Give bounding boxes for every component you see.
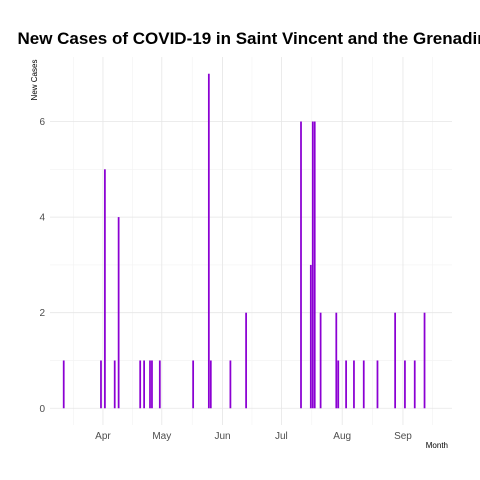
x-tick-label: May bbox=[152, 431, 171, 442]
bar bbox=[158, 360, 161, 409]
grid bbox=[50, 57, 452, 425]
x-tick-label: Jul bbox=[275, 431, 288, 442]
bar bbox=[139, 360, 142, 409]
x-tick-label: Sep bbox=[394, 431, 412, 442]
bar bbox=[319, 312, 322, 409]
bar bbox=[313, 121, 316, 409]
bar bbox=[151, 360, 153, 409]
bar bbox=[353, 360, 355, 409]
bar bbox=[345, 360, 347, 409]
bar bbox=[309, 264, 312, 409]
y-axis-label: New Cases bbox=[30, 60, 39, 101]
bar bbox=[62, 360, 65, 409]
y-tick-label: 4 bbox=[39, 213, 45, 224]
bar bbox=[423, 312, 426, 409]
x-tick-label: Aug bbox=[333, 431, 351, 442]
bar bbox=[394, 312, 397, 409]
bar bbox=[100, 360, 102, 409]
bar bbox=[149, 360, 151, 409]
bar bbox=[229, 360, 232, 409]
x-tick-label: Apr bbox=[95, 431, 111, 442]
x-axis-label: Month bbox=[426, 441, 448, 450]
x-tick-label: Jun bbox=[215, 431, 231, 442]
bar bbox=[209, 360, 212, 409]
bars bbox=[62, 73, 426, 409]
bar bbox=[311, 121, 314, 409]
bar bbox=[335, 312, 338, 409]
bar bbox=[113, 360, 116, 409]
y-tick-label: 2 bbox=[39, 308, 45, 319]
bar bbox=[376, 360, 379, 409]
bar bbox=[413, 360, 416, 409]
chart-title: New Cases of COVID-19 in Saint Vincent a… bbox=[17, 29, 480, 48]
bar bbox=[104, 169, 106, 409]
bar bbox=[192, 360, 195, 409]
y-tick-label: 0 bbox=[39, 404, 45, 415]
y-tick-label: 6 bbox=[39, 117, 45, 128]
y-axis-ticks: 0 2 4 6 bbox=[39, 117, 45, 415]
bar bbox=[207, 73, 210, 409]
x-axis-ticks: Apr May Jun Jul Aug Sep bbox=[95, 431, 412, 442]
bar bbox=[143, 360, 145, 409]
bar bbox=[362, 360, 365, 409]
bar bbox=[117, 217, 120, 409]
bar bbox=[300, 121, 302, 409]
bar bbox=[337, 360, 340, 409]
bar bbox=[245, 312, 247, 409]
bar bbox=[404, 360, 406, 409]
